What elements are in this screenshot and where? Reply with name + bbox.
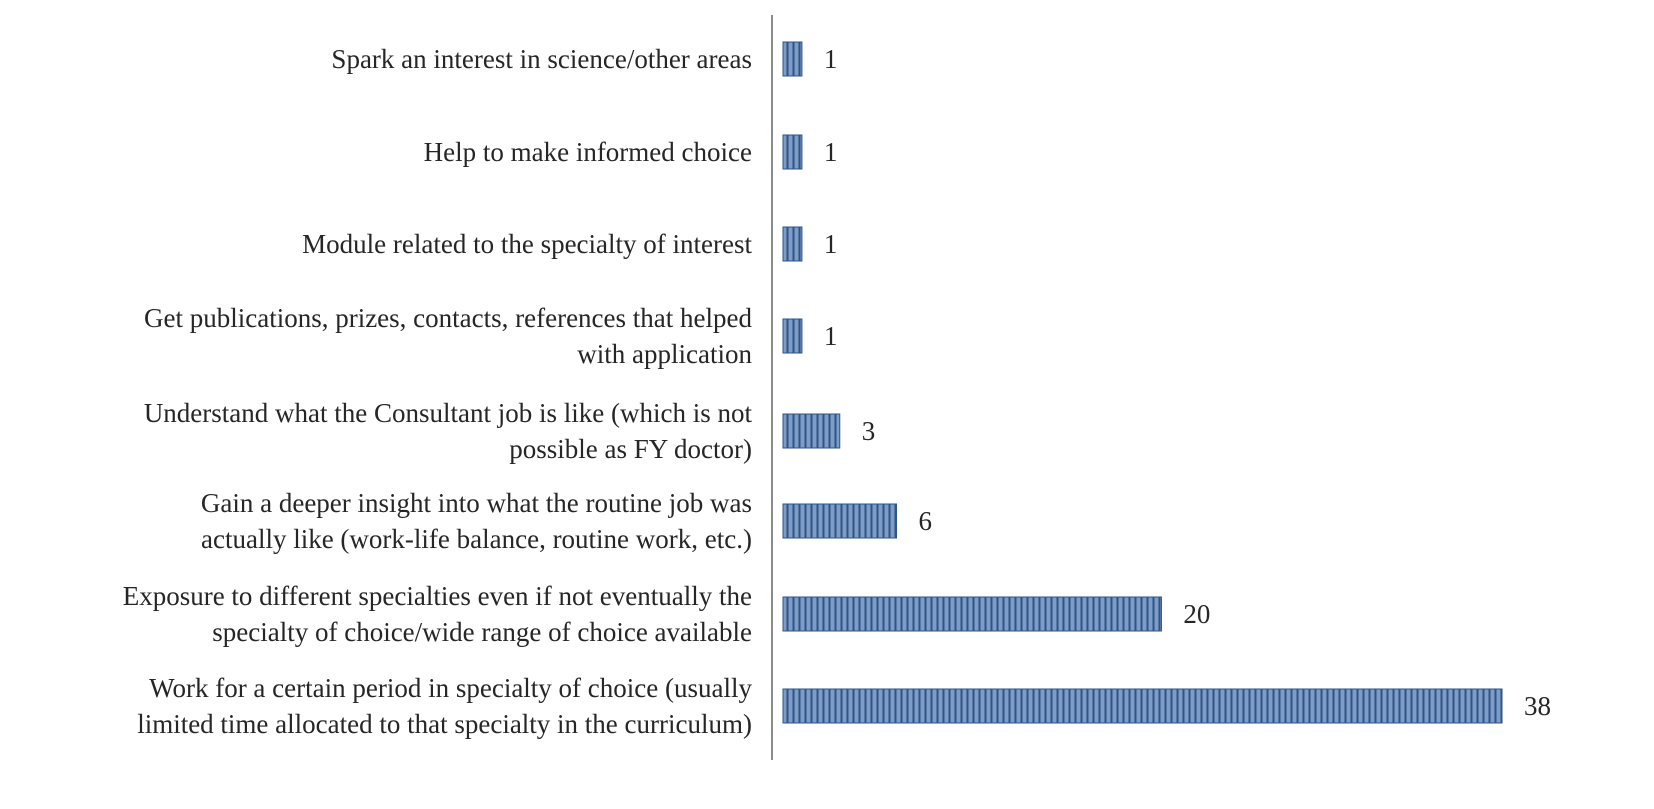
- category-label-line: Work for a certain period in specialty o…: [149, 673, 752, 703]
- category-label-line: Exposure to different specialties even i…: [123, 581, 752, 611]
- data-label: 20: [1183, 599, 1210, 629]
- category-label: Work for a certain period in specialty o…: [137, 673, 752, 739]
- bar: [782, 596, 1162, 632]
- category-label-line: Gain a deeper insight into what the rout…: [201, 488, 752, 518]
- category-label-line: Get publications, prizes, contacts, refe…: [144, 303, 753, 333]
- data-label: 1: [824, 137, 838, 167]
- category-label-line: limited time allocated to that specialty…: [137, 709, 752, 739]
- bar: [782, 688, 1503, 724]
- data-label: 6: [919, 506, 933, 536]
- bar: [782, 318, 803, 354]
- data-label: 1: [824, 229, 838, 259]
- category-labels-group: Spark an interest in science/other areas…: [123, 44, 753, 739]
- category-label-line: with application: [577, 339, 752, 369]
- data-label: 1: [824, 321, 838, 351]
- data-label: 3: [862, 416, 876, 446]
- data-label: 1: [824, 44, 838, 74]
- bar: [782, 134, 803, 170]
- category-label-line: Help to make informed choice: [424, 137, 752, 167]
- category-label-line: Module related to the specialty of inter…: [302, 229, 752, 259]
- category-label: Exposure to different specialties even i…: [123, 581, 752, 647]
- category-label-line: specialty of choice/wide range of choice…: [212, 617, 752, 647]
- category-label: Gain a deeper insight into what the rout…: [201, 488, 752, 554]
- category-label: Module related to the specialty of inter…: [302, 229, 752, 259]
- bar: [782, 503, 898, 539]
- category-label-line: Understand what the Consultant job is li…: [144, 398, 753, 428]
- bar: [782, 41, 803, 77]
- bar: [782, 413, 841, 449]
- category-label-line: possible as FY doctor): [509, 434, 752, 464]
- category-label: Get publications, prizes, contacts, refe…: [144, 303, 753, 369]
- category-label: Spark an interest in science/other areas: [331, 44, 752, 74]
- category-label: Help to make informed choice: [424, 137, 752, 167]
- value-labels-group: 1 1 1 1 3 6 20 38: [824, 44, 1551, 721]
- category-label: Understand what the Consultant job is li…: [144, 398, 753, 464]
- data-label: 38: [1524, 691, 1551, 721]
- category-label-line: actually like (work-life balance, routin…: [201, 524, 752, 554]
- category-label-line: Spark an interest in science/other areas: [331, 44, 752, 74]
- bar: [782, 226, 803, 262]
- bars-group: [782, 41, 1503, 724]
